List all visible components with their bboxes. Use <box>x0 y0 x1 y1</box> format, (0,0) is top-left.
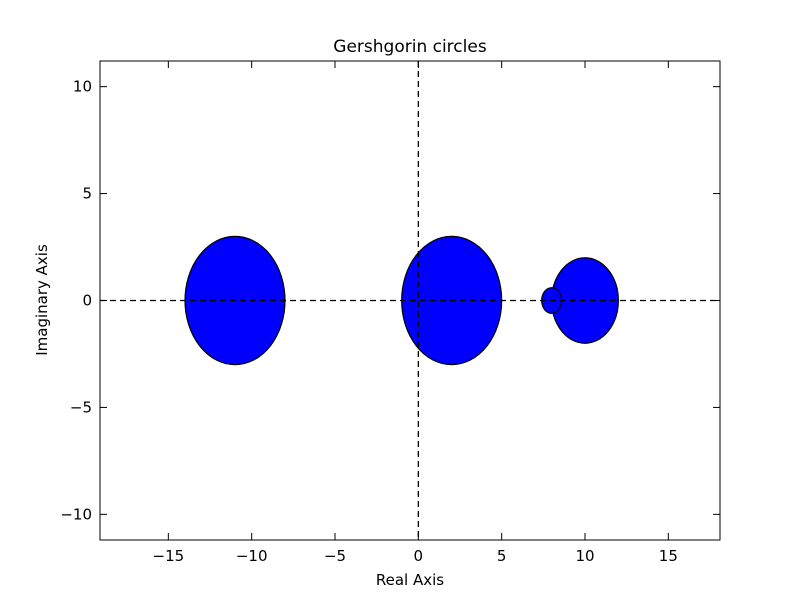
y-tick-label: 10 <box>73 78 92 96</box>
y-tick-label: 5 <box>82 185 92 203</box>
plot-area: −15 −10 −5 0 5 10 15 10 5 0 −5 −10 <box>60 60 721 565</box>
y-tick-label: −10 <box>60 505 92 523</box>
x-tick-label: 5 <box>497 547 507 565</box>
chart-title: Gershgorin circles <box>333 37 487 57</box>
y-tick-label: 0 <box>82 292 92 310</box>
x-tick-label: −15 <box>153 547 185 565</box>
x-tick-label: −10 <box>236 547 268 565</box>
x-tick-label: 10 <box>575 547 594 565</box>
y-tick-label: −5 <box>70 398 92 416</box>
x-tick-label: 15 <box>659 547 678 565</box>
x-tick-label: −5 <box>324 547 346 565</box>
x-tick-label: 0 <box>414 547 424 565</box>
x-axis-label: Real Axis <box>376 571 444 589</box>
y-axis-label: Imaginary Axis <box>33 244 51 356</box>
